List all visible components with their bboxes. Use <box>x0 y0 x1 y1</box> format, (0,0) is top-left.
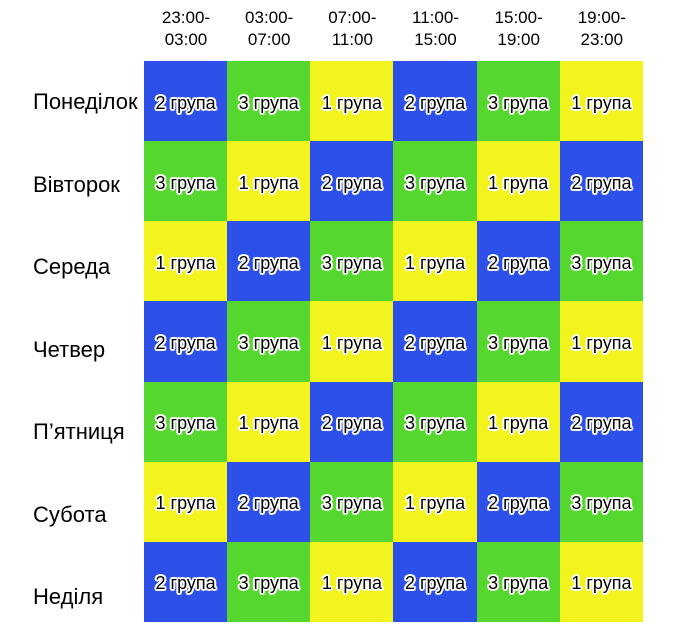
cell-r2c2-group-3: 3 група <box>310 221 394 302</box>
time-header-4: 15:00- 19:00 <box>494 8 543 49</box>
cell-r5c1-group-2: 2 група <box>227 461 311 542</box>
cell-r6c1-group-3: 3 група <box>227 541 311 622</box>
cell-r0c1-group-3: 3 група <box>227 61 311 142</box>
time-header-1: 03:00- 07:00 <box>245 8 294 49</box>
cell-r6c0-group-2: 2 група <box>144 541 228 622</box>
cell-r1c4-group-1: 1 група <box>476 141 560 222</box>
cell-r6c4-group-3: 3 група <box>476 541 560 622</box>
cell-r0c5-group-1: 1 група <box>559 61 643 142</box>
cell-r6c2-group-1: 1 група <box>310 541 394 622</box>
time-header-5: 19:00- 23:00 <box>577 8 626 49</box>
day-label-2: Середа <box>33 254 111 279</box>
schedule-grid: 2 група 3 група 1 група 2 група 3 група 1 гру… <box>144 61 643 622</box>
cell-r1c1-group-1: 1 група <box>227 141 311 222</box>
cell-r0c0-group-2: 2 група <box>144 61 228 142</box>
cell-r3c4-group-3: 3 група <box>476 301 560 382</box>
cell-r2c4-group-2: 2 група <box>476 221 560 302</box>
cell-r2c1-group-2: 2 група <box>227 221 311 302</box>
cell-r3c1-group-3: 3 група <box>227 301 311 382</box>
cell-r3c3-group-2: 2 група <box>393 301 477 382</box>
cell-r4c3-group-3: 3 група <box>393 381 477 462</box>
cell-r5c4-group-2: 2 група <box>476 461 560 542</box>
cell-r4c4-group-1: 1 група <box>476 381 560 462</box>
cell-r1c0-group-3: 3 група <box>144 141 228 222</box>
cell-r1c5-group-2: 2 група <box>559 141 643 222</box>
day-label-4: П’ятниця <box>33 419 125 444</box>
time-header-2: 07:00- 11:00 <box>328 8 377 49</box>
day-label-6: Неділя <box>33 584 104 609</box>
cell-r5c3-group-1: 1 група <box>393 461 477 542</box>
time-header-3: 11:00- 15:00 <box>412 8 459 49</box>
cell-r2c3-group-1: 1 група <box>393 221 477 302</box>
day-label-3: Четвер <box>33 336 106 362</box>
cell-r4c5-group-2: 2 група <box>559 381 643 462</box>
time-header-0: 23:00- 03:00 <box>161 8 211 49</box>
cell-r4c1-group-1: 1 група <box>227 381 311 462</box>
cell-r1c2-group-2: 2 група <box>310 141 394 222</box>
cell-r3c5-group-1: 1 група <box>559 301 643 382</box>
day-label-0: Понеділок <box>33 89 138 114</box>
cell-r5c2-group-3: 3 група <box>310 461 394 542</box>
cell-r5c0-group-1: 1 група <box>144 461 228 542</box>
day-label-5: Субота <box>33 501 107 527</box>
cell-r1c3-group-3: 3 група <box>393 141 477 222</box>
cell-r0c4-group-3: 3 група <box>476 61 560 142</box>
cell-r0c2-group-1: 1 група <box>310 61 394 142</box>
cell-r0c3-group-2: 2 група <box>393 61 477 142</box>
cell-r5c5-group-3: 3 група <box>559 461 643 542</box>
day-label-1: Вівторок <box>33 171 120 197</box>
cell-r2c5-group-3: 3 група <box>559 221 643 302</box>
cell-r3c0-group-2: 2 група <box>144 301 228 382</box>
cell-r4c2-group-2: 2 група <box>310 381 394 462</box>
cell-r3c2-group-1: 1 група <box>310 301 394 382</box>
cell-r6c3-group-2: 2 група <box>393 541 477 622</box>
cell-r4c0-group-3: 3 група <box>144 381 228 462</box>
cell-r2c0-group-1: 1 група <box>144 221 228 302</box>
cell-r6c5-group-1: 1 група <box>559 541 643 622</box>
